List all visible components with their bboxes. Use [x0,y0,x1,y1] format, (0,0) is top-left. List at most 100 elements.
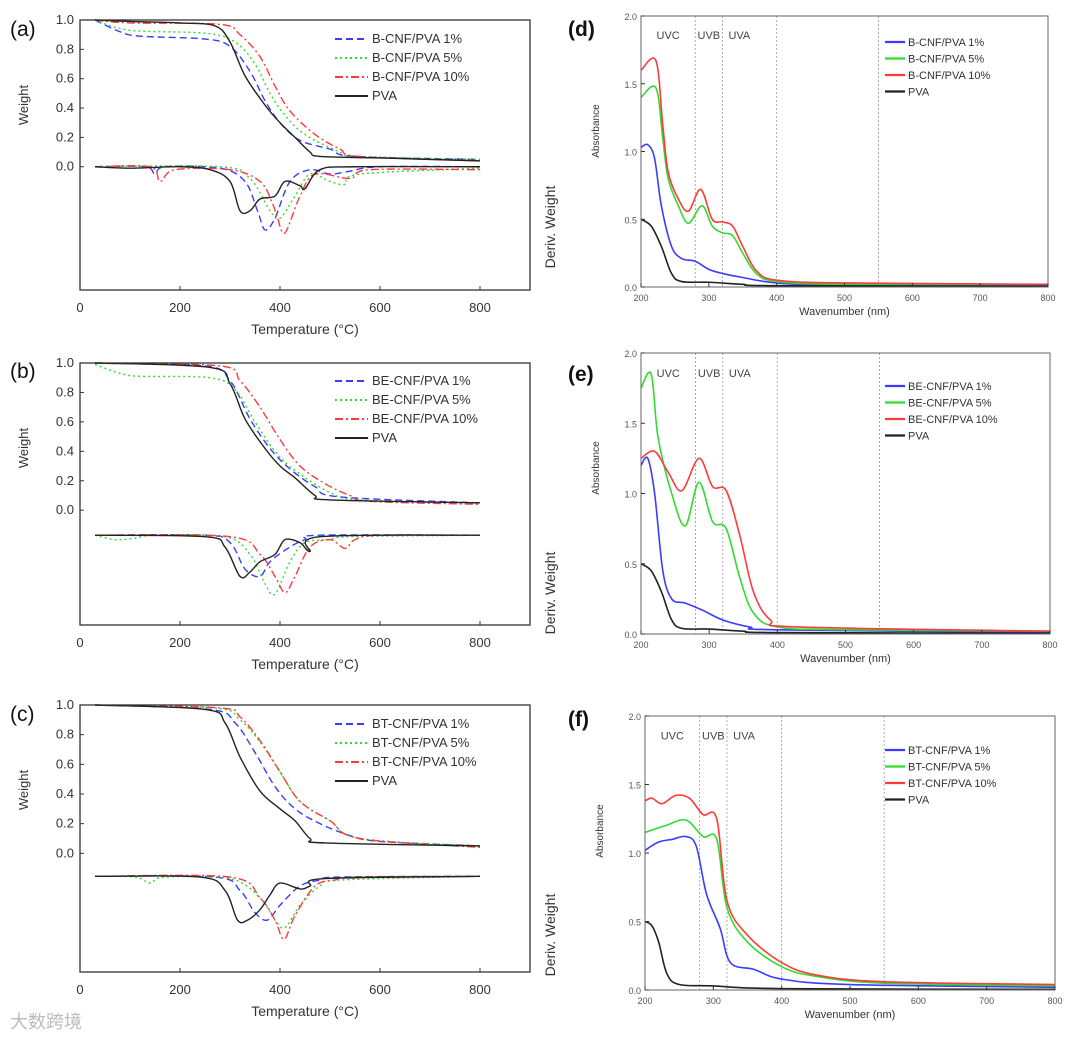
y-tick-label: 0.4 [56,443,74,458]
region-label: UVA [729,368,751,380]
y-tick-label: 1.5 [624,419,637,429]
y-axis-label-secondary: Deriv. Weight [542,552,558,635]
watermark: 大数跨境 [10,1012,82,1033]
x-tick-label: 300 [702,640,717,650]
series-line-absorbance [640,85,1049,286]
y-tick-label: 0.2 [56,473,74,488]
x-axis-label: Wavenumber (nm) [800,653,891,665]
x-tick-label: 300 [706,996,721,1006]
legend-label: PVA [908,795,930,807]
series-line-weight [94,704,481,847]
y-tick-label: 0.0 [56,845,74,860]
y-tick-label: 0.6 [56,71,74,86]
region-label: UVC [657,368,680,380]
legend-label: BT-CNF/PVA 5% [908,762,991,774]
series-line-absorbance [644,794,1056,986]
series-line-absorbance [644,818,1056,987]
plot-frame [79,362,531,626]
plot-frame [79,19,531,291]
y-axis-label: Absorbance [591,104,602,158]
legend-label: B-CNF/PVA 5% [372,50,463,65]
legend-label: BE-CNF/PVA 1% [908,381,992,393]
x-tick-label: 400 [269,300,291,315]
x-tick-label: 300 [701,293,716,303]
legend-label: PVA [908,431,930,443]
y-tick-label: 0.8 [56,727,74,742]
series-line-weight [94,19,481,162]
region-label: UVB [698,30,721,42]
legend-label: BT-CNF/PVA 10% [372,754,477,769]
legend-label: BE-CNF/PVA 10% [372,411,478,426]
x-tick-label: 200 [169,982,191,997]
panel-label: (f) [568,708,589,731]
panel-label: (b) [10,360,36,383]
series-line-absorbance [640,456,1051,634]
y-tick-label: 1.5 [628,781,641,791]
x-tick-label: 500 [837,293,852,303]
y-tick-label: 0.5 [628,918,641,928]
x-tick-label: 800 [469,982,491,997]
x-tick-label: 500 [838,640,853,650]
y-axis-label: Weight [16,770,31,811]
y-axis-label: Weight [16,428,31,469]
series-line-deriv [94,875,481,922]
series-line-absorbance [640,371,1051,632]
x-tick-label: 600 [905,293,920,303]
legend-label: BT-CNF/PVA 10% [908,778,997,790]
series-line-deriv [94,533,481,596]
series-line-absorbance [640,143,1049,287]
x-tick-label: 800 [1047,996,1062,1006]
chart-panel-d: UVC UVB UVA B-CNF/PVA 1% B-CNF/PVA 5% B-CNF/P… [568,12,1056,318]
series-line-weight [94,704,481,849]
y-tick-label: 0.6 [56,414,74,429]
x-tick-label: 700 [974,640,989,650]
y-tick-label: 0.8 [56,41,74,56]
x-tick-label: 800 [1042,640,1057,650]
series-line-absorbance [640,57,1049,286]
plot-frame [640,15,1049,288]
legend-label: PVA [372,88,397,103]
x-axis-label: Wavenumber (nm) [805,1009,896,1021]
y-tick-label: 0.0 [628,986,641,996]
legend-label: PVA [372,773,397,788]
y-tick-label: 0.4 [56,786,74,801]
x-tick-label: 500 [842,996,857,1006]
y-axis-label: Absorbance [595,804,606,858]
x-tick-label: 800 [469,300,491,315]
region-label: UVA [733,730,755,742]
legend-label: BE-CNF/PVA 5% [908,398,992,410]
chart-panel-c: BT-CNF/PVA 1% BT-CNF/PVA 5% BT-CNF/PVA 10%… [10,697,558,1019]
legend-label: B-CNF/PVA 1% [908,37,984,49]
x-tick-label: 400 [269,635,291,650]
plot-frame [79,704,531,973]
y-tick-label: 0.2 [56,129,74,144]
legend-label: BE-CNF/PVA 10% [908,414,998,426]
region-label: UVA [728,30,750,42]
x-tick-label: 400 [770,640,785,650]
y-tick-label: 2.0 [628,712,641,722]
series-line-weight [94,362,481,504]
x-axis-label: Wavenumber (nm) [799,306,890,318]
x-tick-label: 200 [637,996,652,1006]
x-tick-label: 600 [906,640,921,650]
y-tick-label: 0.5 [624,560,637,570]
region-label: UVB [702,730,725,742]
series-line-deriv [94,533,481,578]
y-tick-label: 0.6 [56,756,74,771]
y-tick-label: 0.8 [56,384,74,399]
y-tick-label: 1.0 [624,490,637,500]
series-line-weight [94,19,481,161]
panel-label: (a) [10,18,36,41]
y-tick-label: 0.0 [624,283,637,293]
legend-label: B-CNF/PVA 10% [372,69,470,84]
legend-label: B-CNF/PVA 10% [908,70,991,82]
legend-label: BT-CNF/PVA 5% [372,735,470,750]
x-tick-label: 600 [369,300,391,315]
x-tick-label: 400 [774,996,789,1006]
legend-label: BE-CNF/PVA 1% [372,373,471,388]
region-label: UVC [657,30,680,42]
series-line-deriv [94,534,481,579]
series-line-deriv [94,875,481,929]
x-tick-label: 400 [269,982,291,997]
